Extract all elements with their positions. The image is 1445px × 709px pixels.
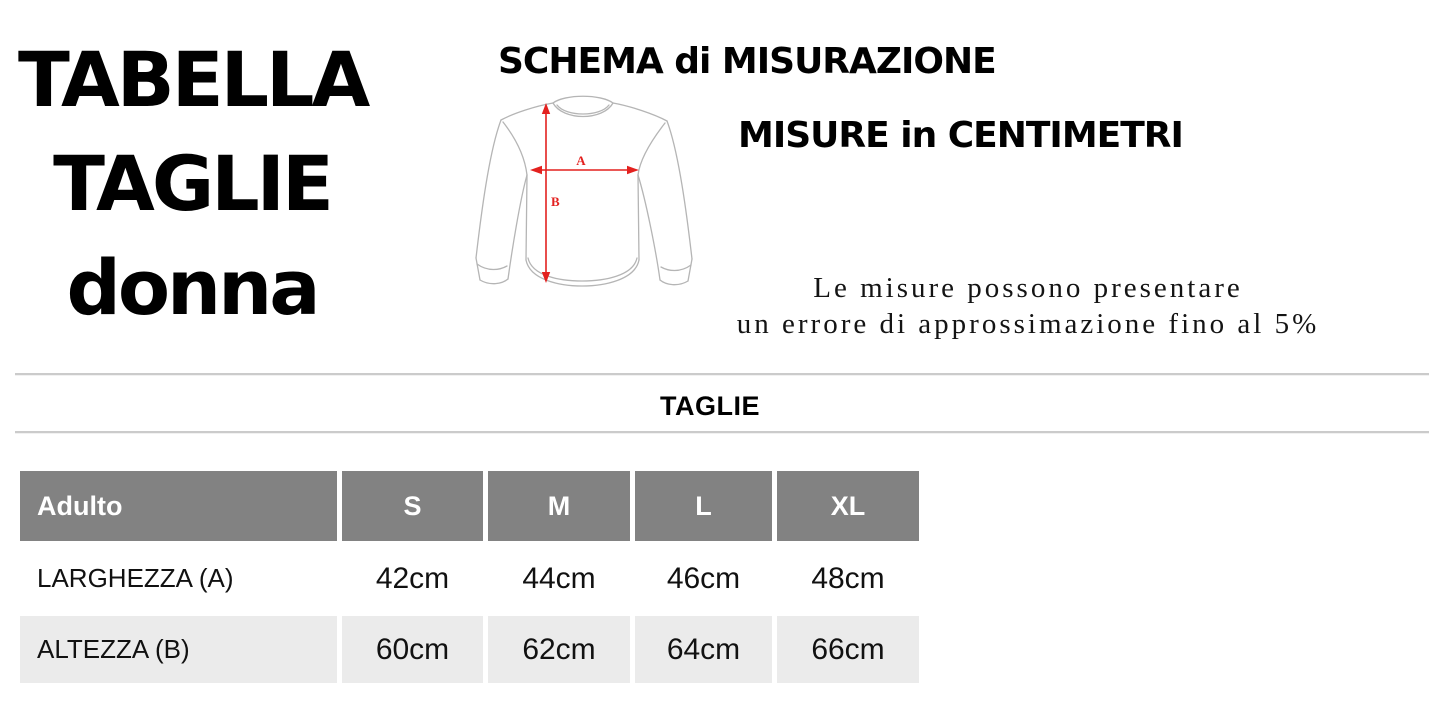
disclaimer-line-1: Le misure possono presentare [813, 272, 1243, 304]
value-altezza-xl: 66cm [777, 616, 919, 683]
table-header-l: L [635, 471, 772, 541]
table-header-s: S [342, 471, 483, 541]
measure-label-b: B [551, 194, 560, 209]
value-larghezza-l: 46cm [666, 561, 741, 595]
value-larghezza-m: 44cm [522, 561, 596, 595]
divider-top [15, 373, 1429, 375]
measure-label-a: A [576, 153, 586, 168]
row-label-altezza: ALTEZZA (B) [20, 616, 337, 683]
table-header-adulto: Adulto [20, 471, 337, 541]
page-title-line-1: TABELLA [18, 35, 370, 124]
value-altezza-l: 64cm [635, 616, 772, 683]
row-label-larghezza: LARGHEZZA (A) [37, 563, 234, 593]
size-table: Adulto S M L XL LARGHEZZA (A) 42cm 44cm … [20, 471, 919, 683]
shirt-measurement-diagram: A B [475, 95, 693, 287]
divider-bottom [15, 431, 1429, 433]
page-title-line-2: TAGLIE [53, 139, 334, 228]
value-altezza-s: 60cm [342, 616, 483, 683]
tolerance-disclaimer: Le misure possono presentare un errore d… [648, 270, 1408, 342]
shirt-outline [475, 95, 693, 287]
value-larghezza-s: 42cm [375, 561, 450, 595]
disclaimer-line-2: un errore di approssimazione fino al 5% [736, 308, 1320, 340]
value-larghezza-xl: 48cm [811, 561, 885, 595]
table-header-m: M [488, 471, 630, 541]
section-title-taglie: TAGLIE [660, 391, 760, 421]
page-title-line-3: donna [66, 243, 320, 332]
measurement-arrows [530, 103, 639, 283]
units-title: MISURE in CENTIMETRI [738, 115, 1184, 156]
value-altezza-m: 62cm [488, 616, 630, 683]
table-header-xl: XL [777, 471, 919, 541]
page-title: TABELLA TAGLIE donna [18, 28, 370, 340]
schema-title: SCHEMA di MISURAZIONE [498, 41, 997, 82]
